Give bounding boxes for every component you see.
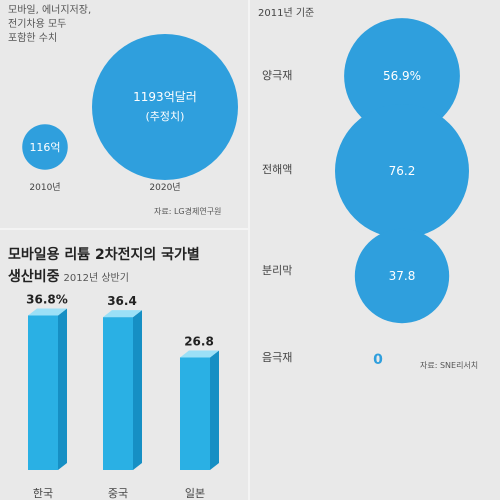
bar-top-2 — [103, 310, 142, 318]
panel-divider-horizontal — [0, 228, 248, 230]
market-bubble-2 — [92, 34, 238, 180]
bar-top-1 — [28, 308, 67, 316]
materials-subtitle: 2011년 기준 — [258, 8, 315, 19]
materials-category-label-1: 양극재 — [262, 69, 293, 82]
bar-3 — [180, 357, 210, 470]
bar-value-label-2: 36.4 — [107, 294, 137, 308]
bar-side-2 — [133, 310, 142, 470]
bar-chart-title-line-2: 생산비중 — [8, 269, 60, 285]
materials-bubble-label-4: 0 — [373, 352, 383, 368]
bar-category-label-3: 일본 — [185, 486, 205, 500]
bar-chart-title-line-1: 모바일용 리튬 2차전지의 국가별 — [8, 247, 200, 263]
bubble-year-label-2010: 2010년 — [29, 183, 61, 193]
bar-2 — [103, 317, 133, 470]
materials-category-label-2: 전해액 — [262, 163, 293, 176]
market-bubble-sublabel-2: (추정치) — [146, 110, 185, 123]
bar-top-3 — [180, 350, 219, 358]
materials-category-label-4: 음극재 — [262, 351, 293, 364]
bar-1 — [28, 315, 58, 470]
bar-value-label-3: 26.8 — [184, 334, 214, 348]
panel-divider-vertical — [248, 0, 250, 500]
materials-source: 자료: SNE리서치 — [420, 361, 479, 370]
bar-category-label-1: 한국 — [33, 487, 53, 500]
materials-bubble-label-1: 56.9% — [383, 69, 421, 83]
materials-bubble-1 — [344, 18, 460, 134]
materials-bubble-label-3: 37.8 — [389, 269, 416, 283]
bar-side-3 — [210, 350, 219, 470]
market-note-line-1: 모바일, 에너지저장, — [8, 5, 92, 16]
materials-category-label-3: 분리막 — [262, 264, 293, 277]
market-note-line-2: 전기차용 모두 — [8, 19, 67, 30]
bar-chart-subtitle: 2012년 상반기 — [63, 273, 129, 284]
market-bubble-1 — [22, 124, 68, 170]
materials-bubble-3 — [354, 228, 450, 324]
bar-side-1 — [58, 308, 67, 470]
materials-bubble-label-2: 76.2 — [389, 164, 416, 178]
market-source: 자료: LG경제연구원 — [154, 207, 222, 216]
market-bubble-label-2: 1193억달러 — [133, 90, 197, 104]
bar-category-label-2: 중국 — [108, 487, 128, 500]
bar-value-label-1: 36.8% — [26, 292, 68, 306]
market-note: 모바일, 에너지저장, 전기차용 모두 포함한 수치 — [8, 4, 91, 46]
bar-chart-title-line-2-row: 생산비중 2012년 상반기 — [8, 266, 129, 286]
market-note-line-3: 포함한 수치 — [8, 33, 58, 44]
market-bubble-label-1: 116억 — [29, 141, 60, 154]
bubble-year-label-2020: 2020년 — [149, 183, 181, 193]
materials-bubble-2 — [335, 104, 469, 238]
